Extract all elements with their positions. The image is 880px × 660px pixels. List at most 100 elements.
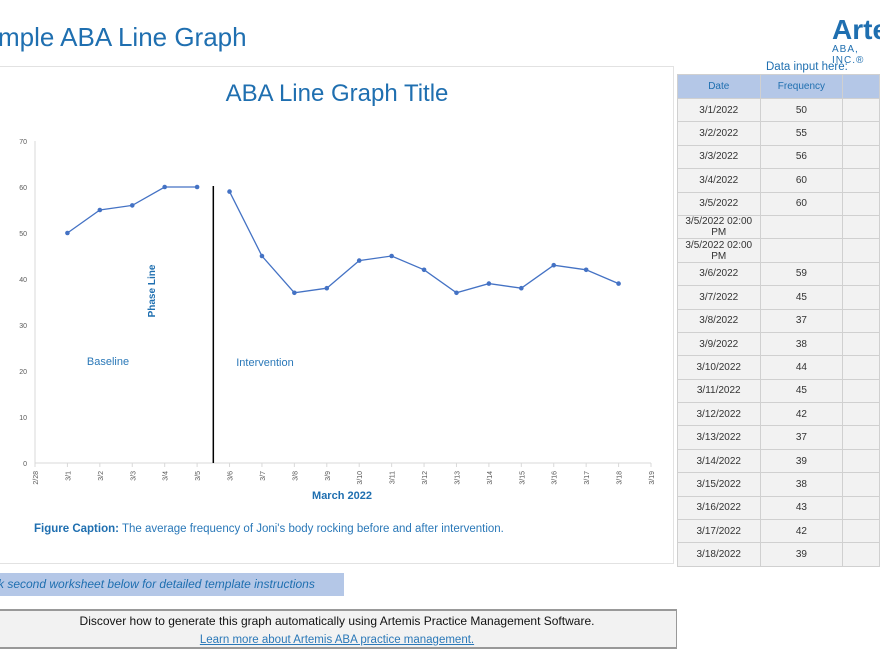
frequency-cell[interactable]: 38 [759, 472, 844, 497]
empty-cell[interactable] [842, 285, 880, 310]
x-tick-label: 3/13 [454, 471, 461, 485]
frequency-cell[interactable] [759, 238, 844, 263]
header-frequency: Frequency [759, 74, 844, 99]
frequency-cell[interactable]: 37 [759, 425, 844, 450]
date-cell[interactable]: 3/13/2022 [677, 425, 761, 450]
x-tick-label: 3/19 [649, 471, 656, 485]
logo-sub: ABA, INC.® [832, 44, 865, 66]
empty-cell[interactable] [842, 355, 880, 380]
learn-more-link[interactable]: Learn more about Artemis ABA practice ma… [199, 634, 475, 646]
date-cell[interactable]: 3/11/2022 [677, 378, 761, 404]
empty-cell[interactable] [842, 214, 880, 240]
baseline-label: Baseline [87, 356, 129, 368]
date-cell[interactable]: 3/14/2022 [677, 448, 761, 474]
empty-cell[interactable] [842, 308, 880, 333]
table-row: 3/8/2022 37 [677, 308, 880, 333]
empty-cell[interactable] [842, 378, 880, 404]
table-row: 3/12/2022 42 [677, 402, 880, 427]
x-tick-label: 3/6 [228, 471, 235, 481]
empty-cell[interactable] [842, 519, 880, 544]
date-cell[interactable]: 3/16/2022 [677, 495, 761, 521]
frequency-cell[interactable]: 50 [759, 97, 844, 123]
table-row: 3/17/2022 42 [677, 519, 880, 544]
caption-text: The average frequency of Joni's body roc… [118, 523, 504, 535]
frequency-cell[interactable]: 38 [759, 331, 844, 357]
empty-cell[interactable] [842, 97, 880, 123]
date-cell[interactable]: 3/7/2022 [677, 285, 761, 310]
data-point [389, 253, 394, 259]
frequency-cell[interactable]: 44 [759, 355, 844, 380]
date-cell[interactable]: 3/12/2022 [677, 402, 761, 427]
date-cell[interactable]: 3/15/2022 [677, 472, 761, 497]
empty-cell[interactable] [842, 261, 880, 287]
date-cell[interactable]: 3/18/2022 [677, 542, 761, 567]
frequency-cell[interactable] [759, 214, 844, 240]
x-tick-label: 3/4 [163, 471, 170, 481]
x-tick-label: 3/15 [519, 471, 526, 485]
date-cell[interactable]: 3/5/2022 02:00 PM [677, 214, 761, 240]
sheet-title: mple ABA Line Graph [0, 22, 247, 52]
table-row: 3/9/2022 38 [677, 331, 880, 357]
date-cell[interactable]: 3/6/2022 [677, 261, 761, 287]
y-tick-label: 50 [19, 231, 27, 238]
empty-cell[interactable] [842, 144, 880, 170]
frequency-cell[interactable]: 45 [759, 285, 844, 310]
header-extra [842, 74, 880, 99]
date-cell[interactable]: 3/4/2022 [677, 168, 761, 193]
empty-cell[interactable] [842, 495, 880, 521]
empty-cell[interactable] [842, 448, 880, 474]
y-tick-label: 10 [19, 415, 27, 422]
table-row: 3/15/2022 38 [677, 472, 880, 497]
frequency-cell[interactable]: 42 [759, 519, 844, 544]
x-tick-label: 3/16 [552, 471, 559, 485]
frequency-cell[interactable]: 39 [759, 542, 844, 567]
y-tick-label: 0 [23, 461, 27, 468]
phase-line-label: Phase Line [147, 264, 158, 317]
date-cell[interactable]: 3/2/2022 [677, 121, 761, 146]
frequency-cell[interactable]: 60 [759, 168, 844, 193]
empty-cell[interactable] [842, 168, 880, 193]
chart-area[interactable] [0, 66, 674, 564]
data-point [551, 262, 557, 268]
date-cell[interactable]: 3/5/2022 [677, 191, 761, 216]
empty-cell[interactable] [842, 238, 880, 263]
date-cell[interactable]: 3/8/2022 [677, 308, 761, 333]
data-point [421, 267, 427, 273]
date-cell[interactable]: 3/9/2022 [677, 331, 761, 357]
data-point [194, 184, 200, 190]
frequency-cell[interactable]: 60 [759, 191, 844, 216]
empty-cell[interactable] [842, 402, 880, 427]
date-cell[interactable]: 3/3/2022 [677, 144, 761, 170]
date-cell[interactable]: 3/17/2022 [677, 519, 761, 544]
data-point [486, 281, 492, 286]
empty-cell[interactable] [842, 425, 880, 450]
empty-cell[interactable] [842, 331, 880, 357]
table-row: 3/4/2022 60 [677, 168, 880, 193]
date-cell[interactable]: 3/10/2022 [677, 355, 761, 380]
table-row: 3/5/2022 02:00 PM [677, 238, 880, 263]
data-table: Date Frequency 3/1/2022 50 3/2/2022 55 3/3/2… [677, 74, 880, 567]
empty-cell[interactable] [842, 542, 880, 567]
figure-caption: Figure Caption: The average frequency of… [34, 523, 504, 535]
x-tick-label: 3/8 [292, 471, 299, 481]
frequency-cell[interactable]: 37 [759, 308, 844, 333]
date-cell[interactable]: 3/1/2022 [677, 97, 761, 123]
empty-cell[interactable] [842, 191, 880, 216]
frequency-cell[interactable]: 56 [759, 144, 844, 170]
table-row: 3/14/2022 39 [677, 448, 880, 474]
frequency-cell[interactable]: 55 [759, 121, 844, 146]
data-point [324, 285, 330, 291]
x-axis-label: March 2022 [312, 490, 372, 502]
frequency-cell[interactable]: 45 [759, 378, 844, 404]
frequency-cell[interactable]: 43 [759, 495, 844, 521]
x-tick-label: 3/2 [98, 471, 105, 481]
frequency-cell[interactable]: 59 [759, 261, 844, 287]
x-tick-label: 3/5 [195, 471, 202, 481]
empty-cell[interactable] [842, 472, 880, 497]
frequency-cell[interactable]: 42 [759, 402, 844, 427]
frequency-cell[interactable]: 39 [759, 448, 844, 474]
artemis-logo: Arte ABA, INC.® [832, 16, 880, 67]
header-date: Date [677, 74, 761, 99]
empty-cell[interactable] [842, 121, 880, 146]
date-cell[interactable]: 3/5/2022 02:00 PM [677, 238, 761, 263]
